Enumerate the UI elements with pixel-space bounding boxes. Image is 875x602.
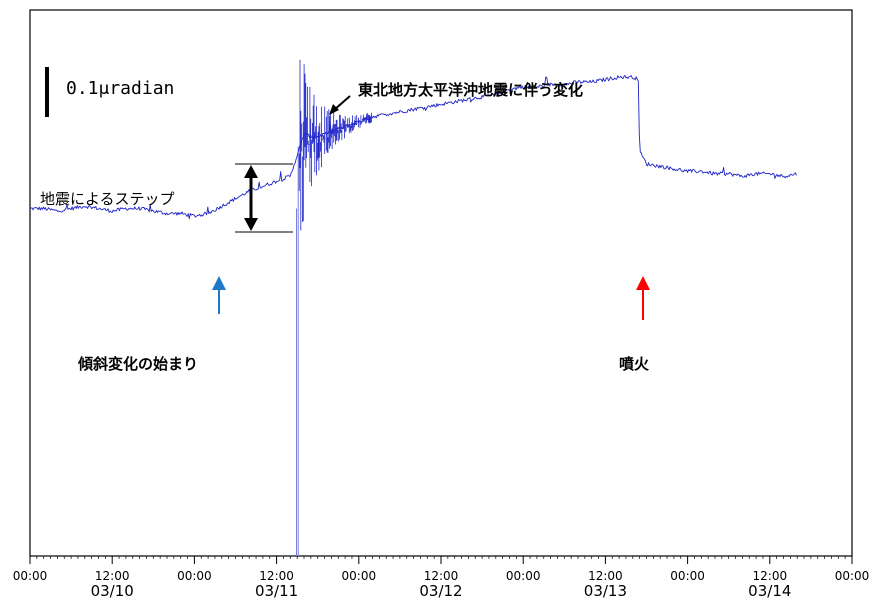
x-tick-time-label: 12:00 <box>259 569 294 583</box>
eruption-arrow <box>636 276 650 320</box>
x-tick-time-label: 00:00 <box>13 569 48 583</box>
onset-annotation: 傾斜変化の始まり <box>77 355 198 373</box>
x-tick-time-label: 00:00 <box>342 569 377 583</box>
x-tick-time-label: 00:00 <box>177 569 212 583</box>
onset-arrow <box>212 276 226 314</box>
x-tick-time-label: 12:00 <box>424 569 459 583</box>
earthquake-annotation: 東北地方太平洋沖地震に伴う変化 <box>358 81 583 99</box>
x-tick-date-label: 03/13 <box>584 582 627 600</box>
x-tick-time-label: 00:00 <box>835 569 870 583</box>
x-tick-date-label: 03/12 <box>419 582 462 600</box>
earthquake-oscillation <box>298 59 373 231</box>
x-tick-time-label: 12:00 <box>753 569 788 583</box>
plot-area <box>29 9 853 557</box>
scale-bar-label: 0.1μradian <box>66 78 174 99</box>
x-tick-date-label: 03/11 <box>255 582 298 600</box>
step-bracket <box>235 163 293 233</box>
x-tick-time-label: 00:00 <box>506 569 541 583</box>
x-tick-time-label: 12:00 <box>95 569 130 583</box>
x-tick-date-label: 03/10 <box>91 582 134 600</box>
eruption-annotation: 噴火 <box>619 355 650 373</box>
x-tick-time-label: 12:00 <box>588 569 623 583</box>
x-tick-time-label: 00:00 <box>670 569 705 583</box>
seismic-spikes <box>296 146 299 556</box>
x-tick-date-label: 03/14 <box>748 582 791 600</box>
earthquake-arrow <box>329 95 351 115</box>
step-annotation: 地震によるステップ <box>40 190 175 208</box>
tilt-series-line <box>29 74 797 220</box>
